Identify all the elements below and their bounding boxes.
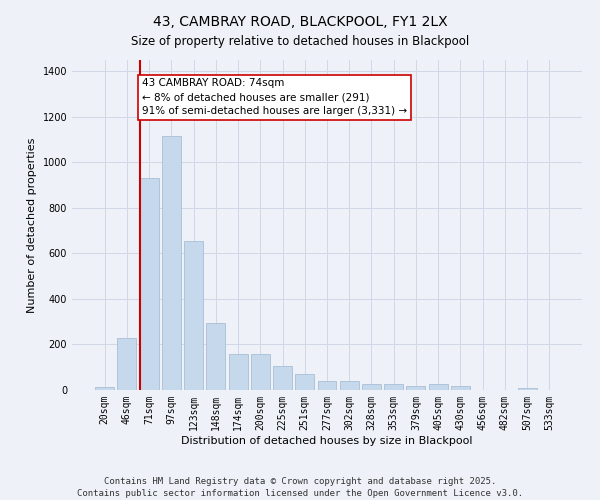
Bar: [384, 384, 403, 390]
X-axis label: Distribution of detached houses by size in Blackpool: Distribution of detached houses by size …: [181, 436, 473, 446]
Bar: [140, 178, 158, 390]
Bar: [162, 136, 181, 390]
Bar: [206, 323, 225, 390]
Bar: [118, 338, 136, 390]
Bar: [429, 384, 448, 390]
Bar: [518, 388, 536, 390]
Bar: [340, 382, 359, 390]
Bar: [295, 374, 314, 390]
Bar: [362, 384, 381, 390]
Bar: [451, 386, 470, 390]
Text: 43 CAMBRAY ROAD: 74sqm
← 8% of detached houses are smaller (291)
91% of semi-det: 43 CAMBRAY ROAD: 74sqm ← 8% of detached …: [142, 78, 407, 116]
Bar: [229, 354, 248, 390]
Bar: [406, 386, 425, 390]
Bar: [184, 241, 203, 390]
Bar: [251, 354, 270, 390]
Text: Contains HM Land Registry data © Crown copyright and database right 2025.
Contai: Contains HM Land Registry data © Crown c…: [77, 476, 523, 498]
Text: Size of property relative to detached houses in Blackpool: Size of property relative to detached ho…: [131, 35, 469, 48]
Bar: [95, 386, 114, 390]
Y-axis label: Number of detached properties: Number of detached properties: [27, 138, 37, 312]
Bar: [273, 366, 292, 390]
Text: 43, CAMBRAY ROAD, BLACKPOOL, FY1 2LX: 43, CAMBRAY ROAD, BLACKPOOL, FY1 2LX: [152, 15, 448, 29]
Bar: [317, 382, 337, 390]
